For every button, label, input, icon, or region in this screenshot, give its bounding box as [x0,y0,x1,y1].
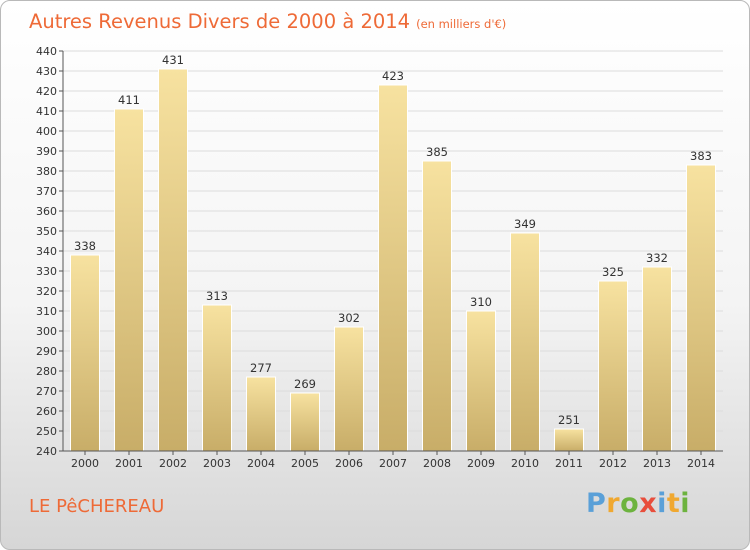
x-tick-label: 2003 [203,457,231,470]
y-tick-label: 440 [36,45,57,58]
logo-letter: i [657,488,667,519]
y-tick-label: 340 [36,245,57,258]
value-label: 302 [338,311,360,325]
bar [686,164,716,452]
value-label: 277 [250,361,272,375]
x-tick-label: 2014 [687,457,715,470]
x-tick-label: 2002 [159,457,187,470]
y-tick-label: 240 [36,445,57,458]
value-label: 383 [690,149,712,163]
y-tick-label: 330 [36,265,57,278]
bar [158,68,188,452]
value-label: 411 [118,93,140,107]
bar [378,84,408,452]
bar [114,108,144,452]
bar [202,304,232,452]
x-tick-label: 2013 [643,457,671,470]
y-tick-label: 280 [36,365,57,378]
y-tick-label: 250 [36,425,57,438]
bar [554,428,584,452]
x-tick-label: 2012 [599,457,627,470]
y-tick-label: 270 [36,385,57,398]
x-tick-label: 2010 [511,457,539,470]
bar [246,376,276,452]
value-label: 338 [74,239,96,253]
logo-letter: x [639,488,658,519]
chart-title: Autres Revenus Divers de 2000 à 2014 (en … [29,10,506,33]
logo-letter: i [680,488,691,519]
x-tick-label: 2008 [423,457,451,470]
value-label: 349 [514,217,536,231]
bar [510,232,540,452]
logo-letter: P [586,488,607,519]
bar [598,280,628,452]
y-tick-label: 290 [36,345,57,358]
y-tick-label: 400 [36,125,57,138]
bar [290,392,320,452]
y-tick-label: 410 [36,105,57,118]
value-label: 431 [162,53,184,67]
value-label: 385 [426,145,448,159]
logo-letter: r [606,488,621,519]
chart-title-main: Autres Revenus Divers de 2000 à 2014 [29,10,411,33]
y-tick-label: 380 [36,165,57,178]
value-label: 325 [602,265,624,279]
x-tick-label: 2011 [555,457,583,470]
bar [642,266,672,452]
logo-letter: o [620,488,640,519]
y-tick-label: 430 [36,65,57,78]
x-tick-label: 2004 [247,457,275,470]
chart-subtitle: (en milliers d'€) [416,17,507,31]
bar [422,160,452,452]
y-tick-label: 310 [36,305,57,318]
logo-letter: t [666,488,681,519]
value-label: 269 [294,377,316,391]
bar [334,326,364,452]
bar [70,254,100,452]
value-label: 313 [206,289,228,303]
y-tick-label: 420 [36,85,57,98]
y-tick-label: 360 [36,205,57,218]
x-tick-label: 2001 [115,457,143,470]
commune-name: LE PêCHEREAU [29,496,165,517]
y-tick-label: 370 [36,185,57,198]
value-label: 251 [558,413,580,427]
y-tick-label: 350 [36,225,57,238]
x-tick-label: 2005 [291,457,319,470]
value-label: 423 [382,69,404,83]
y-tick-label: 300 [36,325,57,338]
value-label: 332 [646,251,668,265]
x-tick-label: 2006 [335,457,363,470]
y-tick-label: 320 [36,285,57,298]
y-tick-label: 390 [36,145,57,158]
proxiti-logo: Proxiti [586,488,690,519]
bar [466,310,496,452]
x-tick-label: 2000 [71,457,99,470]
value-label: 310 [470,295,492,309]
x-tick-label: 2009 [467,457,495,470]
x-tick-label: 2007 [379,457,407,470]
y-tick-label: 260 [36,405,57,418]
